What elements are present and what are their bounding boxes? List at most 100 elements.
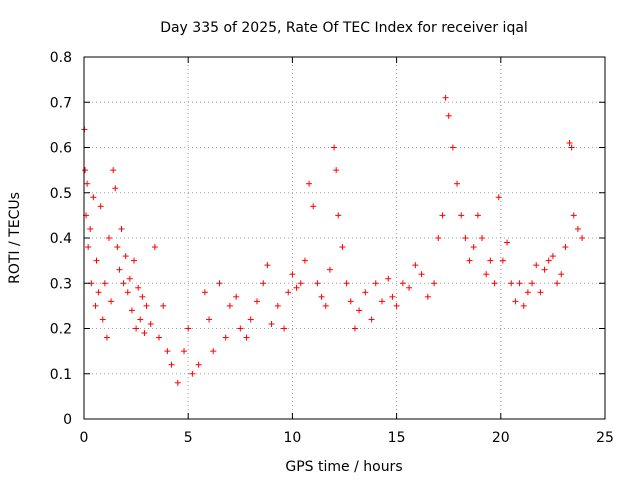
data-point	[570, 212, 577, 219]
data-point	[122, 253, 129, 260]
data-point	[110, 167, 117, 174]
data-point	[545, 257, 552, 264]
data-point	[424, 293, 431, 300]
data-point	[483, 271, 490, 278]
data-point	[233, 293, 240, 300]
data-point	[120, 280, 127, 287]
data-point	[445, 112, 452, 119]
data-point	[399, 280, 406, 287]
data-point	[95, 289, 102, 296]
data-point	[351, 325, 358, 332]
data-point	[487, 257, 494, 264]
data-point	[495, 194, 502, 201]
data-point	[289, 271, 296, 278]
data-point	[339, 244, 346, 251]
data-point	[195, 361, 202, 368]
data-point	[260, 280, 267, 287]
data-point	[285, 289, 292, 296]
data-point	[82, 167, 89, 174]
data-point	[93, 257, 100, 264]
data-point	[306, 180, 313, 187]
data-point	[101, 280, 108, 287]
data-point	[243, 334, 250, 341]
data-point	[126, 275, 133, 282]
x-axis-title: GPS time / hours	[285, 459, 402, 475]
data-point	[347, 298, 354, 305]
data-point	[310, 203, 317, 210]
data-point	[529, 280, 536, 287]
data-point	[568, 144, 575, 151]
data-point	[131, 257, 138, 264]
data-point	[462, 235, 469, 241]
data-point	[253, 298, 260, 305]
data-point	[137, 316, 144, 323]
data-point	[537, 289, 544, 296]
plot-frame	[83, 56, 606, 420]
y-tick-label: 0.7	[50, 95, 72, 111]
data-point	[449, 144, 456, 151]
data-point	[87, 225, 94, 232]
data-point	[216, 280, 223, 287]
data-points	[81, 94, 586, 386]
data-point	[356, 307, 363, 314]
data-point	[314, 280, 321, 287]
data-point	[274, 302, 281, 309]
y-tick-label: 0.6	[50, 141, 72, 157]
data-point	[237, 325, 244, 332]
data-point	[322, 302, 329, 309]
data-point	[474, 212, 481, 219]
data-point	[412, 262, 419, 269]
data-point	[533, 262, 540, 269]
data-point	[579, 235, 586, 241]
data-point	[156, 334, 163, 341]
data-point	[335, 212, 342, 219]
data-point	[499, 257, 506, 264]
data-point	[112, 185, 119, 192]
data-point	[418, 271, 425, 278]
data-point	[151, 244, 158, 251]
data-point	[206, 316, 213, 323]
y-tick-label: 0.2	[50, 322, 72, 338]
data-point	[406, 284, 413, 291]
data-point	[516, 280, 523, 287]
data-point	[343, 280, 350, 287]
data-point	[549, 253, 556, 260]
data-point	[185, 325, 192, 332]
data-point	[99, 316, 106, 323]
data-point	[301, 257, 308, 264]
data-point	[293, 284, 300, 291]
data-point	[85, 244, 92, 251]
data-point	[92, 302, 99, 309]
data-point	[491, 280, 498, 287]
data-point	[431, 280, 438, 287]
data-point	[210, 348, 217, 355]
data-point	[439, 212, 446, 219]
data-point	[479, 235, 486, 241]
data-point	[116, 266, 123, 273]
y-tick-label: 0.3	[50, 276, 72, 292]
data-point	[454, 180, 461, 187]
data-point	[389, 293, 396, 300]
data-point	[368, 316, 375, 323]
data-point	[147, 320, 154, 327]
data-point	[174, 379, 181, 386]
data-point	[226, 302, 233, 309]
data-point	[393, 302, 400, 309]
data-point	[541, 266, 548, 273]
y-tick-label: 0.5	[50, 186, 72, 202]
y-tick-label: 0	[63, 412, 72, 428]
data-point	[268, 320, 275, 327]
data-point	[143, 302, 150, 309]
data-point	[520, 302, 527, 309]
data-point	[160, 302, 167, 309]
data-point	[114, 244, 121, 251]
data-point	[558, 271, 565, 278]
data-point	[118, 225, 125, 232]
data-point	[333, 167, 340, 174]
data-point	[372, 280, 379, 287]
data-point	[124, 289, 131, 296]
data-point	[135, 284, 142, 291]
data-point	[128, 307, 135, 314]
data-point	[458, 212, 465, 219]
